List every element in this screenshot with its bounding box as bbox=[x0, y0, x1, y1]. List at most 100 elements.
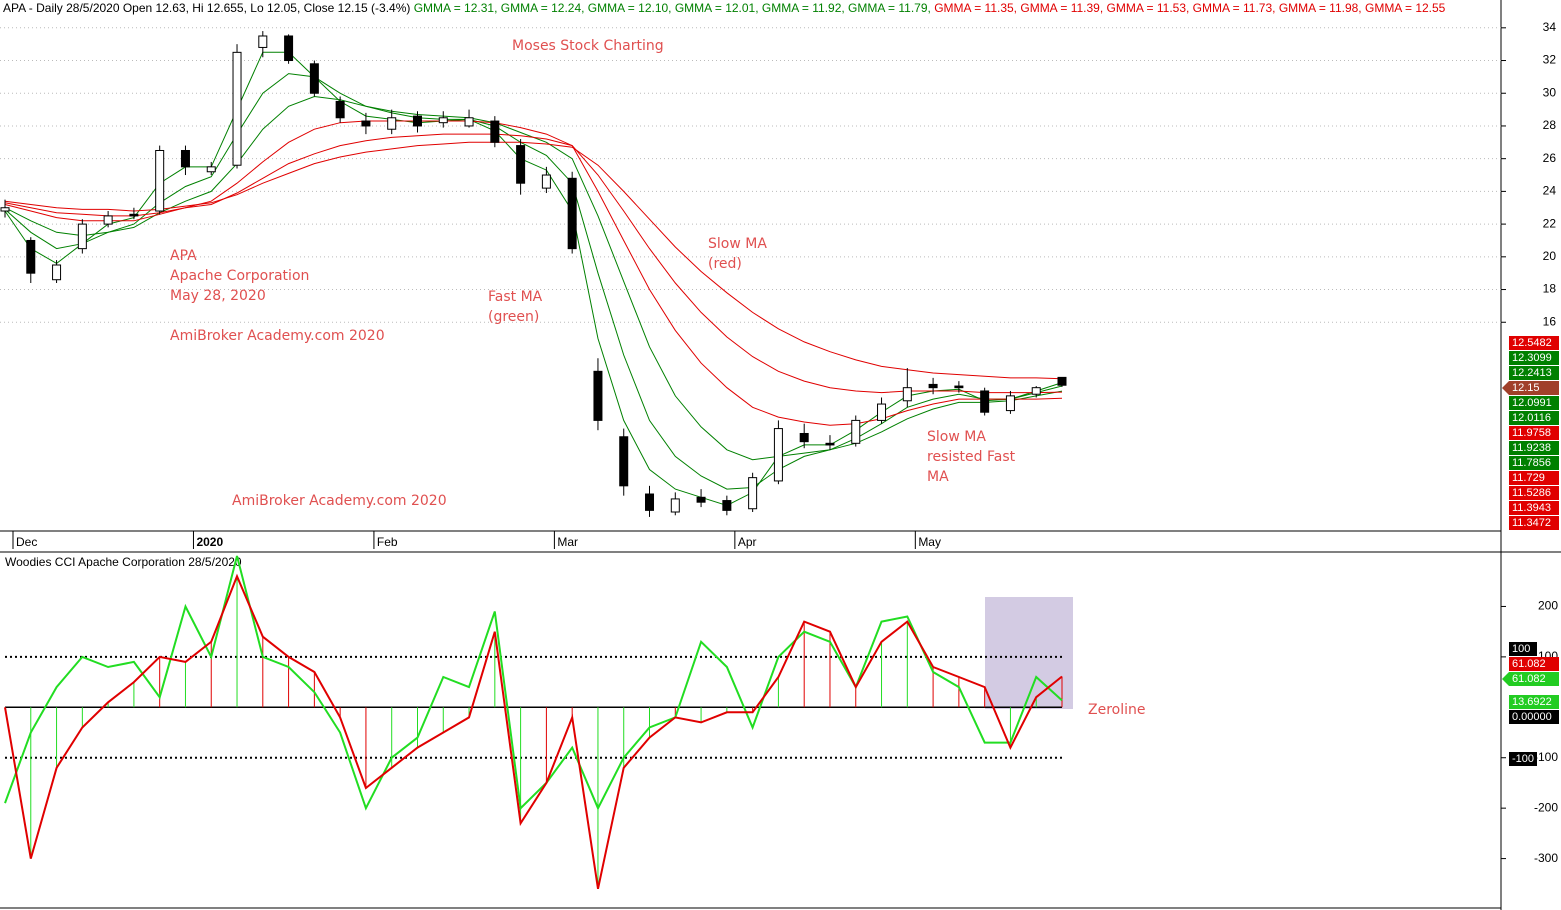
price-tag-label: 12.0991 bbox=[1512, 397, 1552, 409]
candle-body bbox=[103, 215, 113, 225]
y-tick-label: -300 bbox=[1534, 851, 1558, 865]
candle-body bbox=[0, 207, 10, 212]
gmma-line bbox=[4, 73, 1063, 490]
candle-body bbox=[619, 436, 629, 487]
candle-body bbox=[284, 35, 294, 62]
candle-body bbox=[541, 174, 551, 189]
candle-body bbox=[77, 223, 87, 250]
candle-body bbox=[980, 390, 990, 413]
annotation: AmiBroker Academy.com 2020 bbox=[170, 328, 385, 344]
price-tag-label: 11.7856 bbox=[1512, 457, 1551, 469]
price-tag-label: 11.729 bbox=[1512, 472, 1545, 484]
header-item: GMMA = 11.39, bbox=[1020, 1, 1106, 15]
y-tick-label: 16 bbox=[1543, 314, 1557, 328]
cci-tag bbox=[1509, 657, 1559, 671]
price-tag-label: 11.9758 bbox=[1512, 427, 1551, 439]
candle-body bbox=[26, 239, 36, 274]
candle-body bbox=[129, 213, 139, 217]
gmma-line bbox=[4, 133, 1063, 394]
cci-title: Woodies CCI Apache Corporation 28/5/2020 bbox=[5, 555, 242, 569]
candle-body bbox=[438, 117, 448, 124]
price-tag-label: 11.3943 bbox=[1512, 502, 1551, 514]
price-tag bbox=[1509, 336, 1559, 350]
price-tag bbox=[1509, 501, 1559, 515]
cci-tag bbox=[1509, 710, 1559, 724]
x-tick-label: Mar bbox=[557, 535, 578, 549]
cci-tag bbox=[1509, 642, 1537, 656]
highlight-box bbox=[985, 597, 1073, 709]
header-item: GMMA = 12.31, bbox=[414, 1, 501, 15]
price-tag bbox=[1509, 396, 1559, 410]
price-tag bbox=[1509, 456, 1559, 470]
annotation: resisted Fast bbox=[927, 449, 1016, 465]
candle-body bbox=[361, 120, 371, 127]
header-item: GMMA = 11.98, bbox=[1279, 1, 1365, 15]
header-item: GMMA = 12.24, bbox=[501, 1, 588, 15]
candle-body bbox=[516, 145, 526, 184]
y-tick-label: 28 bbox=[1543, 118, 1557, 132]
annotation: AmiBroker Academy.com 2020 bbox=[232, 493, 447, 509]
candle-body bbox=[954, 385, 964, 389]
cci-tag-arrow bbox=[1502, 672, 1509, 686]
candle-body bbox=[902, 387, 912, 402]
candle-body bbox=[567, 177, 577, 250]
price-tag bbox=[1509, 426, 1559, 440]
price-tag-label: 12.2413 bbox=[1512, 367, 1552, 379]
candle-body bbox=[155, 149, 165, 212]
candle-body bbox=[825, 442, 835, 446]
candle-body bbox=[232, 51, 242, 166]
price-tag-label: 11.9238 bbox=[1512, 442, 1551, 454]
annotation: MA bbox=[927, 469, 949, 485]
annotation: (green) bbox=[488, 309, 539, 325]
y-tick-label: 20 bbox=[1543, 249, 1557, 263]
price-tag bbox=[1509, 351, 1559, 365]
candle-body bbox=[490, 120, 500, 143]
candle-body bbox=[335, 100, 345, 119]
cci-line bbox=[4, 555, 1063, 811]
price-tag bbox=[1509, 366, 1559, 380]
y-tick-label: -100 bbox=[1534, 750, 1558, 764]
cci-tag bbox=[1509, 752, 1537, 766]
candle-body bbox=[206, 166, 216, 173]
price-tag bbox=[1509, 381, 1559, 395]
price-tag bbox=[1509, 516, 1559, 530]
chart-header: APA - Daily 28/5/2020 Open 12.63, Hi 12.… bbox=[3, 1, 1446, 15]
candle-body bbox=[773, 428, 783, 482]
header-item: APA - Daily 28/5/2020 Open 12.63, Hi 12.… bbox=[3, 1, 414, 15]
y-tick-label: 200 bbox=[1538, 599, 1558, 613]
annotation: Slow MA bbox=[708, 236, 767, 252]
annotation: Moses Stock Charting bbox=[512, 38, 664, 54]
price-tag-label: 12.5482 bbox=[1512, 337, 1552, 349]
y-tick-label: 26 bbox=[1543, 151, 1557, 165]
candle-body bbox=[1031, 387, 1041, 395]
x-tick-label: Feb bbox=[377, 535, 398, 549]
candle-body bbox=[309, 63, 319, 94]
cci-tag-label: 100 bbox=[1512, 643, 1530, 655]
price-tag-arrow bbox=[1502, 381, 1509, 395]
cci-tag-label: 61.082 bbox=[1512, 658, 1546, 670]
price-tag bbox=[1509, 441, 1559, 455]
cci-tag bbox=[1509, 672, 1559, 686]
annotation: Zeroline bbox=[1088, 702, 1145, 718]
candle-body bbox=[464, 117, 474, 127]
price-tag-label: 11.3472 bbox=[1512, 517, 1551, 529]
annotation: May 28, 2020 bbox=[170, 288, 266, 304]
y-tick-label: 22 bbox=[1543, 216, 1557, 230]
candle-body bbox=[877, 403, 887, 421]
candle-body bbox=[258, 35, 268, 48]
price-tag bbox=[1509, 411, 1559, 425]
header-item: GMMA = 11.79, bbox=[848, 1, 934, 15]
candle-body bbox=[1005, 395, 1015, 412]
candle-body bbox=[696, 496, 706, 503]
candle-body bbox=[52, 264, 62, 281]
annotation: Fast MA bbox=[488, 289, 543, 305]
y-tick-label: -200 bbox=[1534, 800, 1558, 814]
annotation: APA bbox=[170, 248, 197, 264]
header-item: GMMA = 11.35, bbox=[934, 1, 1020, 15]
candle-body bbox=[387, 117, 397, 130]
price-tag-label: 11.5286 bbox=[1512, 487, 1551, 499]
candle-body bbox=[412, 115, 422, 127]
cci-tag-label: 0.00000 bbox=[1512, 711, 1552, 723]
annotation: Slow MA bbox=[927, 429, 986, 445]
header-item: GMMA = 12.10, bbox=[588, 1, 675, 15]
